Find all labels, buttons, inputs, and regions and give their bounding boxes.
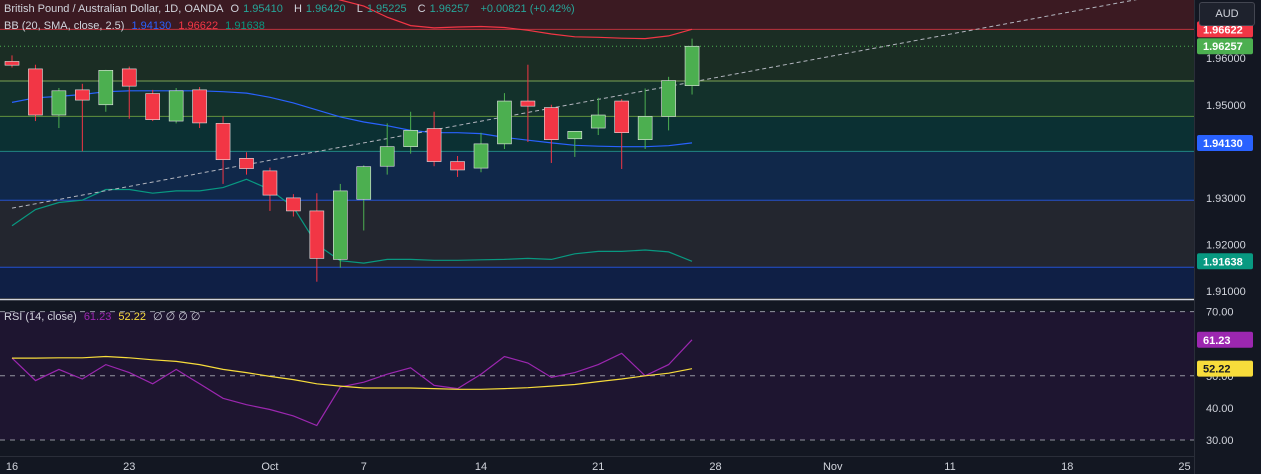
candle-body (356, 166, 372, 200)
time-tick-label: 18 (1061, 461, 1073, 473)
candle-body (51, 90, 67, 116)
bb-basis-axis-label: 1.94130 (1203, 138, 1243, 150)
rsi-ma-axis-label-tag (1197, 360, 1253, 377)
candle-body (262, 170, 278, 196)
rsi-legend-value: 61.23 (83, 311, 112, 323)
candle-body (473, 143, 489, 169)
ohlc-close: C 1.96257 (417, 3, 470, 15)
price-tick-label: 1.91000 (1206, 286, 1246, 298)
close-axis-label-tag (1197, 38, 1253, 55)
candle-body (4, 61, 20, 66)
time-tick-label: 14 (475, 461, 487, 473)
price-axis[interactable]: 1.910001.920001.930001.950001.960001.970… (1195, 0, 1261, 474)
price-tick-label: 1.92000 (1206, 239, 1246, 251)
candle-body (168, 90, 184, 122)
bb-lower-axis-label: 1.91638 (1203, 256, 1243, 268)
ohlc-high: H 1.96420 (293, 3, 346, 15)
price-zone (0, 29, 1194, 82)
price-zone (0, 200, 1194, 268)
candle-body (332, 190, 348, 260)
candle-body (379, 146, 395, 167)
time-tick-label: 11 (944, 461, 955, 473)
candle-body (98, 70, 114, 106)
time-tick-label: 7 (361, 461, 367, 473)
candle-body (520, 100, 536, 107)
price-tick-label: 1.96000 (1206, 53, 1246, 65)
candle-body (637, 116, 653, 140)
bb-basis-axis-label-tag (1197, 134, 1253, 151)
bb-lower-value: 1.91638 (225, 20, 265, 32)
currency-button[interactable]: AUD (1199, 2, 1255, 26)
bb-legend[interactable]: BB (20, SMA, close, 2.5) 1.94130 1.96622… (4, 20, 269, 32)
symbol-legend[interactable]: British Pound / Australian Dollar, 1D, O… (4, 3, 579, 15)
candle-body (450, 161, 465, 171)
rsi-tick-label: 70.00 (1206, 307, 1234, 319)
price-tick-label: 1.95000 (1206, 100, 1246, 112)
rsi-tick-label: 40.00 (1206, 403, 1234, 415)
time-tick-label: 21 (592, 461, 604, 473)
ohlc-open: O 1.95410 (230, 3, 283, 15)
bb-upper-value: 1.96622 (178, 20, 219, 32)
candle-body (590, 114, 606, 129)
candle-body (567, 131, 583, 140)
rsi-tick-label: 30.00 (1206, 435, 1234, 447)
price-zone (0, 267, 1194, 298)
candle-body (145, 93, 160, 120)
candle-body (286, 197, 301, 212)
time-tick-label: 25 (1178, 461, 1190, 473)
time-tick-label: Nov (823, 461, 843, 473)
bb-label: BB (20, SMA, close, 2.5) (4, 20, 125, 32)
candles (4, 38, 700, 282)
bollinger-bands (11, 0, 693, 264)
price-zone (0, 151, 1194, 201)
rsi-axis-label-tag (1197, 331, 1253, 348)
price-zones (0, 0, 1194, 298)
rsi-axis-label: 61.23 (1203, 335, 1231, 347)
time-tick-label: 23 (123, 461, 135, 473)
rsi-ma-legend-value: 52.22 (118, 311, 146, 323)
price-axis-background (1195, 0, 1261, 474)
candle-body (403, 130, 418, 147)
candle-body (544, 107, 559, 140)
bb-basis-line (11, 90, 693, 148)
time-tick-label: Oct (261, 461, 278, 473)
bb-basis-value: 1.94130 (131, 20, 172, 32)
rsi-legend[interactable]: RSI (14, close) 61.23 52.22 ∅ ∅ ∅ ∅ (4, 310, 205, 323)
price-zone (0, 0, 1194, 30)
candle-body (75, 89, 90, 101)
candle-body (684, 45, 700, 86)
time-tick-label: 28 (709, 461, 721, 473)
time-axis[interactable]: 16 23 Oct 7 14 21 28 Nov 11 18 25 (6, 461, 1191, 473)
rsi-label: RSI (14, close) (4, 311, 77, 323)
bb-lower-line (11, 178, 693, 264)
ohlc-low: L 1.95225 (356, 3, 407, 15)
candle-body (215, 123, 231, 161)
price-change: +0.00821 (+0.42%) (480, 3, 575, 15)
candle-body (28, 68, 43, 116)
close-axis-label: 1.96257 (1203, 41, 1243, 53)
bb-upper-axis-label: 1.96622 (1203, 24, 1243, 36)
bb-upper-line (338, 0, 693, 40)
symbol-name: British Pound / Australian Dollar, 1D, O… (4, 3, 224, 15)
candle-body (661, 80, 676, 117)
candle-body (239, 158, 254, 169)
candle-body (121, 68, 137, 87)
bb-lower-axis-label-tag (1197, 253, 1253, 270)
candle-body (192, 89, 207, 124)
candle-body (426, 128, 442, 162)
rsi-extra-values: ∅ ∅ ∅ ∅ (153, 311, 201, 323)
candle-body (614, 100, 630, 134)
candle-body (497, 100, 512, 145)
rsi-ma-line (12, 355, 693, 390)
candle-body (309, 210, 325, 259)
rsi-lines (11, 339, 693, 427)
rsi-ma-axis-label: 52.22 (1203, 364, 1231, 376)
rsi-line (11, 339, 693, 427)
time-tick-label: 16 (6, 461, 18, 473)
price-tick-label: 1.93000 (1206, 193, 1246, 205)
